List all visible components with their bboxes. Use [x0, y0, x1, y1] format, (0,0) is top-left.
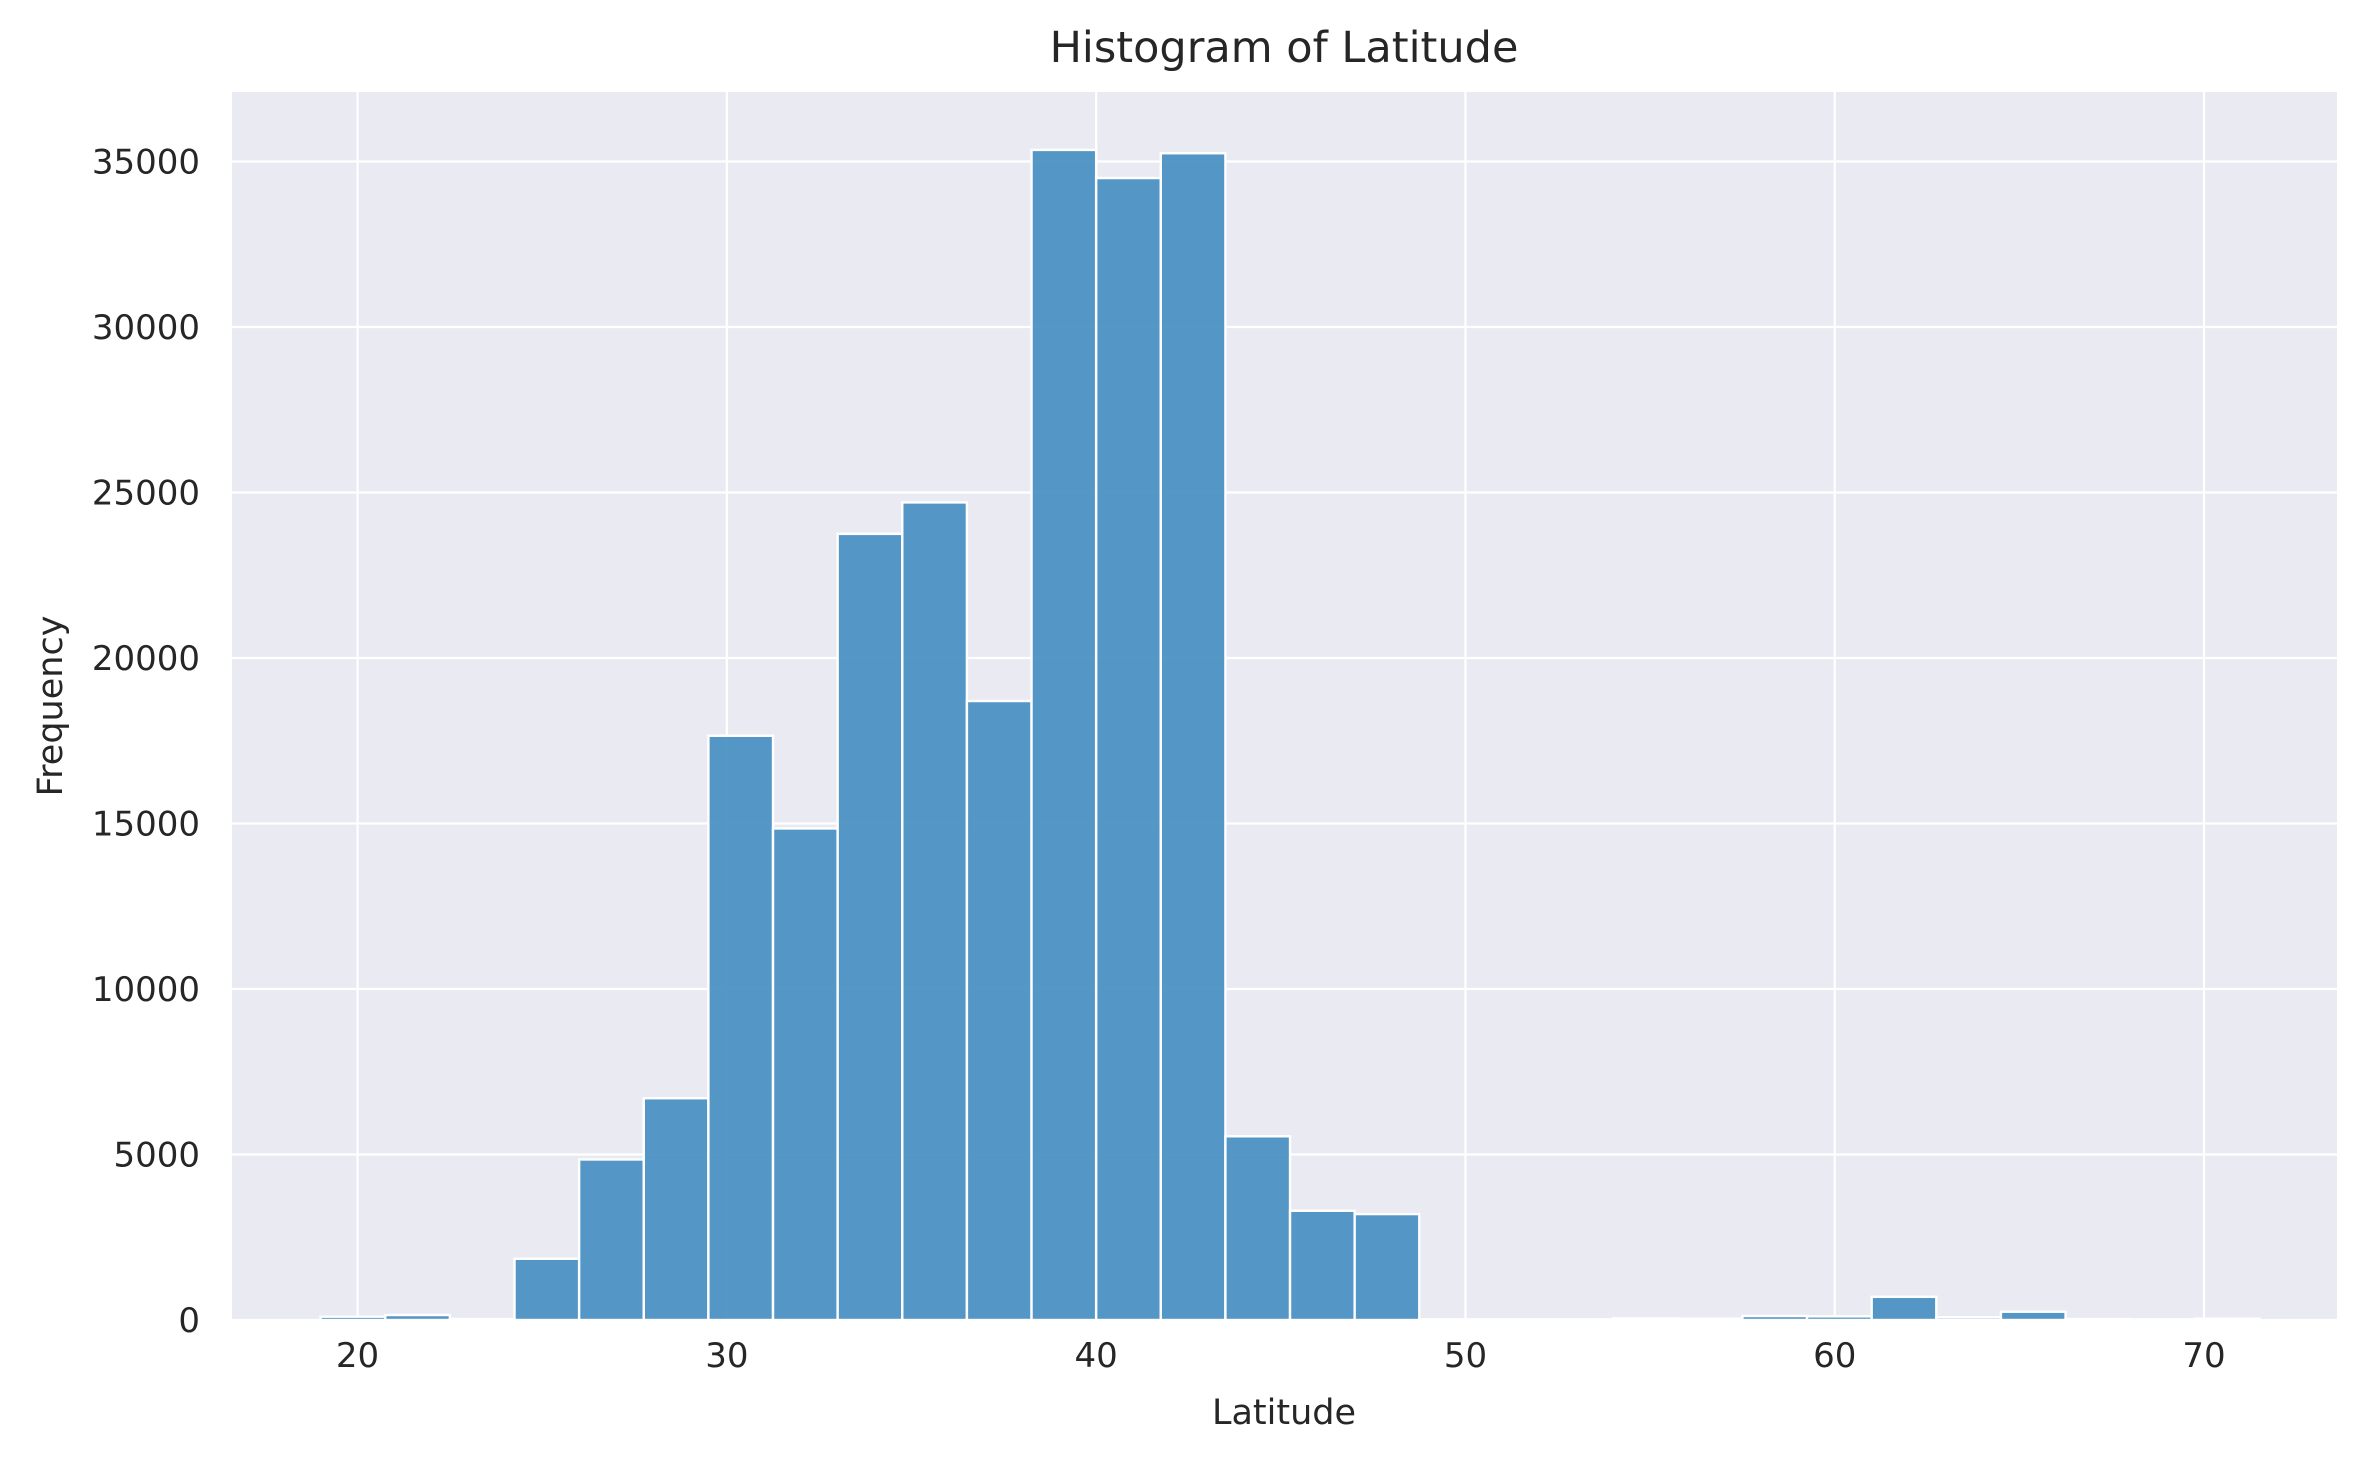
- histogram-bar-11: [1030, 148, 1098, 1322]
- histogram-bar-18: [1482, 1318, 1550, 1322]
- histogram-bar-3: [513, 1257, 581, 1322]
- y-tick-label-6: 30000: [92, 308, 200, 348]
- x-tick-label-2: 40: [1075, 1336, 1118, 1376]
- histogram-bar-27: [2064, 1317, 2132, 1322]
- y-tick-labels: 0 5000 10000 15000 20000 25000 30000 35000: [92, 143, 200, 1341]
- y-tick-label-2: 10000: [92, 970, 200, 1010]
- x-tick-label-1: 30: [705, 1336, 748, 1376]
- y-axis-label: Frequency: [31, 616, 71, 797]
- histogram-bar-21: [1676, 1317, 1744, 1322]
- histogram-bar-9: [901, 501, 969, 1322]
- histogram-bar-13: [1159, 152, 1227, 1322]
- x-tick-label-5: 70: [2182, 1336, 2225, 1376]
- y-tick-label-3: 15000: [92, 805, 200, 845]
- histogram-bar-12: [1094, 176, 1162, 1322]
- histogram-bar-24: [1870, 1295, 1938, 1322]
- y-tick-label-7: 35000: [92, 143, 200, 183]
- histogram-bars: [319, 148, 2261, 1322]
- histogram-bar-19: [1547, 1318, 1615, 1322]
- x-axis-label: Latitude: [1212, 1393, 1356, 1433]
- x-tick-labels: 20 30 40 50 60 70: [336, 1336, 2226, 1376]
- histogram-bar-14: [1224, 1135, 1292, 1322]
- histogram-bar-7: [771, 827, 839, 1322]
- x-tick-label-0: 20: [336, 1336, 379, 1376]
- y-tick-label-4: 20000: [92, 639, 200, 679]
- histogram-bar-15: [1288, 1209, 1356, 1322]
- histogram-bar-23: [1805, 1315, 1873, 1322]
- histogram-bar-2: [448, 1317, 516, 1322]
- histogram-bar-1: [384, 1313, 452, 1322]
- histogram-bar-29: [2193, 1317, 2261, 1322]
- histogram-bar-0: [319, 1315, 387, 1322]
- histogram-bar-8: [836, 532, 904, 1322]
- x-tick-label-4: 60: [1813, 1336, 1856, 1376]
- histogram-bar-10: [965, 699, 1033, 1322]
- histogram-bar-4: [577, 1158, 645, 1322]
- x-tick-label-3: 50: [1444, 1336, 1487, 1376]
- y-tick-label-5: 25000: [92, 474, 200, 514]
- plot-area-background: [232, 92, 2337, 1320]
- histogram-bar-6: [707, 734, 775, 1322]
- histogram-bar-25: [1935, 1316, 2003, 1322]
- histogram-bar-20: [1611, 1317, 1680, 1322]
- y-tick-label-0: 0: [178, 1301, 200, 1341]
- histogram-bar-26: [1999, 1310, 2067, 1322]
- chart-title: Histogram of Latitude: [1050, 23, 1519, 73]
- y-tick-label-1: 5000: [113, 1136, 200, 1176]
- histogram-bar-17: [1418, 1318, 1486, 1322]
- histogram-bar-5: [642, 1097, 710, 1322]
- histogram-bar-28: [2128, 1318, 2197, 1322]
- histogram-bar-22: [1741, 1314, 1809, 1322]
- histogram-bar-16: [1353, 1212, 1421, 1322]
